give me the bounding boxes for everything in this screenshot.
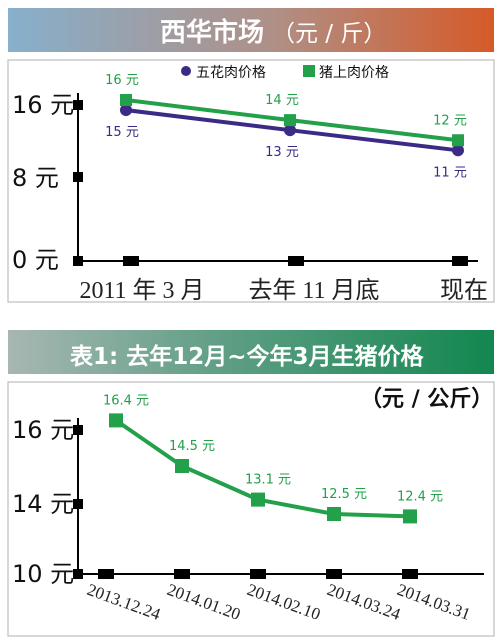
- x2-tick-mark-4: [326, 569, 342, 579]
- y2-tick-label-16: 16 元: [12, 416, 74, 444]
- x-tick-mark-3: [452, 256, 468, 266]
- y-tick-mark-16: [73, 100, 83, 110]
- chart-1-unit: （元 / 斤）: [272, 21, 386, 47]
- data-label-hog-4: 12.5 元: [321, 487, 367, 502]
- data-point-b-1: [120, 94, 132, 106]
- data-point-b-2: [284, 114, 296, 127]
- legend-label-series-a: 五花肉价格: [196, 65, 266, 81]
- y-tick-label-8: 8 元: [12, 164, 59, 192]
- data-point-hog-2: [175, 459, 189, 473]
- chart-1-title: 西华市场: [160, 17, 264, 48]
- data-point-a-3: [452, 144, 464, 157]
- y-tick-mark-0: [73, 256, 83, 266]
- x2-tick-mark-2: [174, 569, 190, 579]
- chart-2-frame: [7, 381, 495, 637]
- data-label-a-3: 11 元: [433, 165, 467, 180]
- chart-2-canvas: 表1: 去年12月~今年3月生猪价格 （元 / 公斤） 16 元 14 元 10…: [7, 330, 495, 637]
- x2-tick-label-4: 2014.03.24: [325, 580, 404, 624]
- y2-tick-mark-14: [73, 499, 83, 509]
- x2-tick-mark-3: [250, 569, 266, 579]
- data-point-hog-3: [251, 492, 265, 507]
- x-tick-mark-1: [123, 256, 139, 266]
- data-label-b-1: 16 元: [105, 73, 139, 88]
- data-label-hog-2: 14.5 元: [169, 439, 215, 454]
- legend-marker-series-b: [303, 65, 315, 77]
- legend-label-series-b: 猪上肉价格: [319, 65, 389, 81]
- x2-tick-label-3: 2014.02.10: [245, 580, 323, 624]
- chart-panel-hog-price: 表1: 去年12月~今年3月生猪价格 （元 / 公斤） 16 元 14 元 10…: [0, 322, 500, 642]
- x2-tick-label-5: 2014.03.31: [395, 580, 473, 624]
- y2-tick-mark-16: [73, 425, 83, 435]
- x2-tick-mark-1: [98, 569, 114, 579]
- data-point-hog-5: [403, 509, 417, 524]
- data-label-hog-3: 13.1 元: [245, 473, 291, 488]
- x-tick-mark-2: [288, 256, 304, 266]
- chart-1-canvas: 西华市场 （元 / 斤） 五花肉价格 猪上肉价格 16 元 8 元 0 元 20…: [7, 8, 495, 304]
- chart-2-unit: （元 / 公斤）: [360, 387, 493, 412]
- y2-tick-label-10: 10 元: [12, 560, 74, 588]
- data-label-hog-5: 12.4 元: [397, 489, 443, 504]
- data-label-hog-1: 16.4 元: [103, 393, 149, 408]
- x2-tick-label-1: 2013.12.24: [85, 580, 164, 624]
- data-label-a-1: 15 元: [105, 125, 139, 140]
- x-tick-label-3: 现在: [440, 277, 488, 304]
- data-point-b-3: [452, 134, 464, 147]
- y-tick-label-0: 0 元: [12, 246, 59, 274]
- x-tick-label-2: 去年 11 月底: [248, 277, 379, 304]
- data-point-a-1: [120, 104, 132, 117]
- y2-tick-mark-10: [73, 569, 83, 579]
- data-point-a-2: [284, 124, 296, 137]
- y-tick-mark-8: [73, 172, 83, 182]
- x-tick-label-1: 2011 年 3 月: [79, 277, 204, 304]
- data-point-hog-4: [327, 507, 341, 521]
- y2-tick-label-14: 14 元: [12, 490, 74, 518]
- x2-tick-label-2: 2014.01.20: [165, 580, 243, 624]
- legend-marker-series-a: [181, 66, 191, 76]
- data-label-a-2: 13 元: [265, 145, 299, 160]
- chart-1-title-bar: [8, 8, 494, 52]
- y-tick-label-16: 16 元: [12, 91, 74, 119]
- data-point-hog-1: [109, 413, 123, 428]
- chart-2-title-bar: [8, 330, 494, 374]
- chart-1-frame: [7, 59, 495, 303]
- data-label-b-2: 14 元: [265, 93, 299, 108]
- x2-tick-mark-5: [402, 569, 418, 579]
- data-label-b-3: 12 元: [433, 113, 467, 128]
- chart-2-title: 表1: 去年12月~今年3月生猪价格: [70, 343, 424, 370]
- chart-panel-xihua-market: 西华市场 （元 / 斤） 五花肉价格 猪上肉价格 16 元 8 元 0 元 20…: [0, 0, 500, 310]
